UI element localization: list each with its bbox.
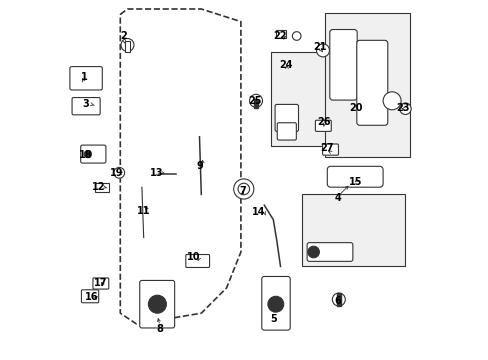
FancyBboxPatch shape	[140, 280, 174, 328]
Text: 17: 17	[94, 278, 107, 288]
Bar	[336, 293, 340, 306]
Bar	[271, 52, 326, 146]
Text: 1: 1	[81, 72, 87, 82]
Text: 10: 10	[187, 252, 201, 262]
Bar	[325, 13, 409, 157]
FancyBboxPatch shape	[322, 144, 338, 155]
Text: 18: 18	[79, 150, 93, 160]
Text: 6: 6	[334, 296, 341, 306]
Text: 9: 9	[196, 161, 203, 171]
Circle shape	[332, 293, 345, 306]
Text: 25: 25	[248, 96, 262, 106]
Circle shape	[121, 39, 134, 51]
Text: 2: 2	[120, 31, 127, 41]
FancyBboxPatch shape	[306, 243, 352, 261]
Text: 3: 3	[82, 99, 89, 109]
FancyBboxPatch shape	[261, 276, 289, 330]
FancyBboxPatch shape	[81, 145, 106, 163]
Text: 19: 19	[110, 168, 123, 178]
Circle shape	[249, 94, 262, 107]
Text: 7: 7	[239, 186, 245, 196]
Text: 21: 21	[313, 42, 326, 52]
Text: 15: 15	[348, 177, 362, 187]
Circle shape	[84, 150, 91, 158]
Circle shape	[148, 295, 166, 313]
Bar	[95, 183, 108, 192]
Text: 5: 5	[269, 314, 276, 324]
FancyBboxPatch shape	[81, 290, 99, 303]
Circle shape	[238, 183, 249, 195]
FancyBboxPatch shape	[275, 104, 298, 131]
Bar	[125, 41, 130, 52]
FancyBboxPatch shape	[329, 30, 356, 100]
Circle shape	[307, 246, 319, 258]
Text: 4: 4	[334, 193, 341, 203]
Text: 24: 24	[279, 60, 292, 70]
Text: 8: 8	[156, 324, 163, 334]
Circle shape	[316, 44, 329, 57]
Circle shape	[233, 179, 253, 199]
Bar	[276, 30, 285, 38]
Text: 11: 11	[137, 206, 150, 216]
FancyBboxPatch shape	[93, 278, 108, 289]
FancyBboxPatch shape	[315, 120, 330, 131]
Circle shape	[267, 296, 283, 312]
FancyBboxPatch shape	[277, 123, 296, 140]
Circle shape	[114, 167, 124, 178]
Bar	[302, 194, 404, 266]
FancyBboxPatch shape	[70, 67, 102, 90]
Text: 22: 22	[273, 31, 286, 41]
Text: 14: 14	[252, 207, 265, 217]
Circle shape	[292, 32, 301, 40]
Text: 20: 20	[348, 103, 362, 113]
FancyBboxPatch shape	[326, 166, 382, 187]
Circle shape	[399, 103, 410, 114]
Circle shape	[382, 92, 400, 110]
Text: 23: 23	[395, 103, 409, 113]
Bar	[253, 99, 258, 108]
Text: 13: 13	[149, 168, 163, 178]
Text: 12: 12	[92, 182, 105, 192]
Text: 27: 27	[320, 143, 333, 153]
Text: 26: 26	[316, 117, 330, 127]
Text: 16: 16	[84, 292, 98, 302]
FancyBboxPatch shape	[356, 40, 387, 125]
FancyBboxPatch shape	[185, 255, 209, 267]
FancyBboxPatch shape	[72, 98, 100, 115]
